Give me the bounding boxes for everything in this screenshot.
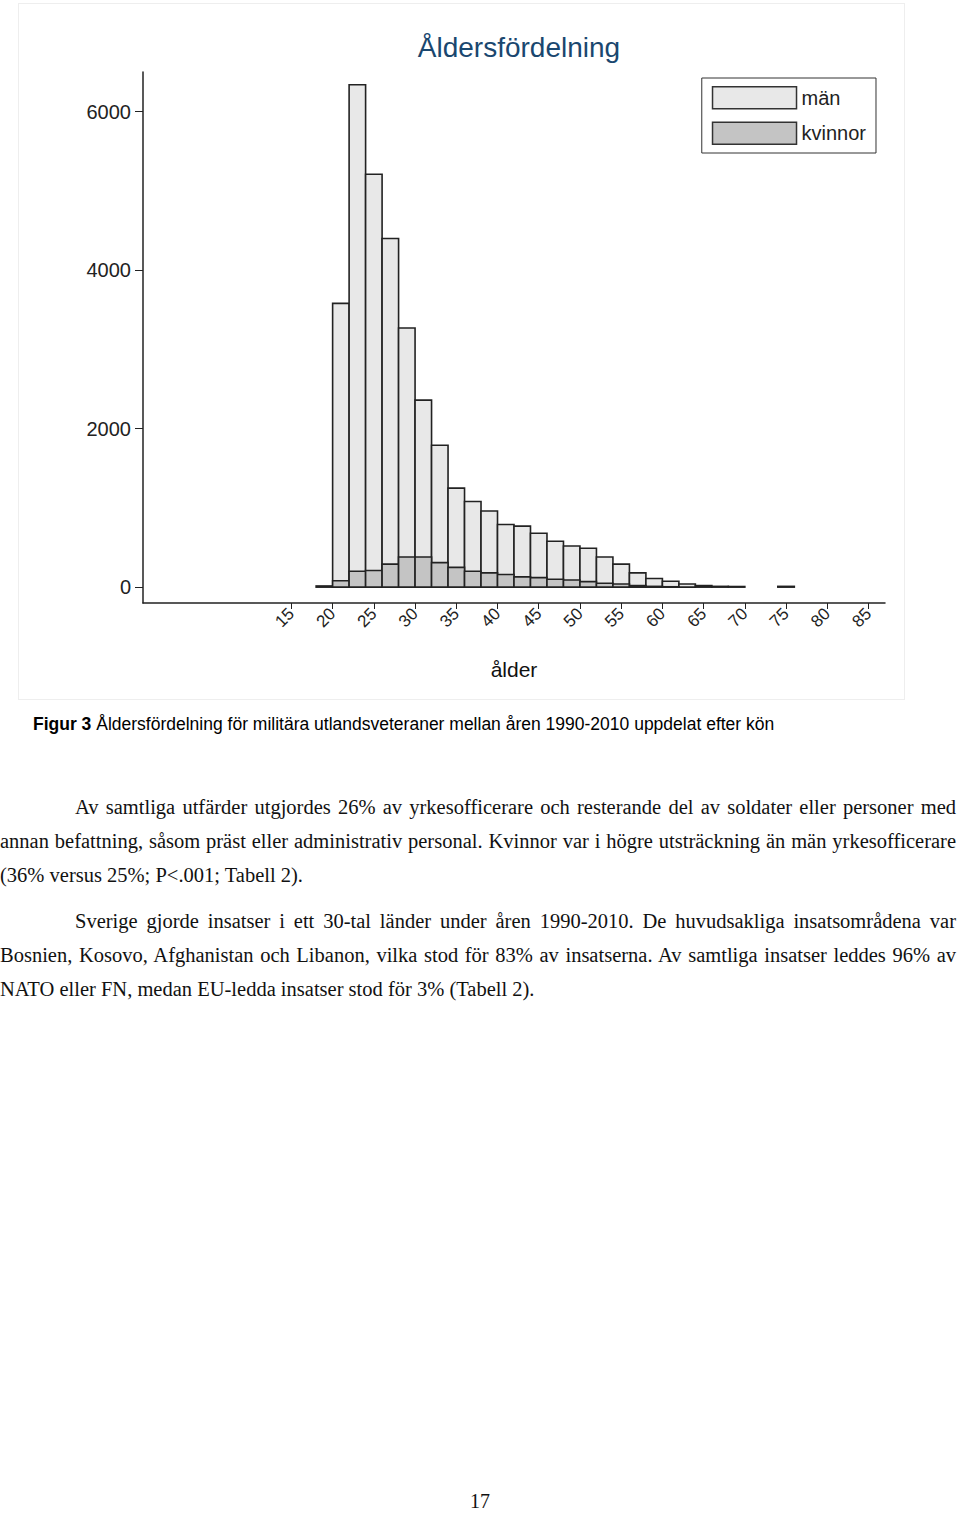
svg-text:80: 80 (807, 604, 834, 631)
svg-text:55: 55 (601, 604, 628, 631)
svg-text:6000: 6000 (87, 101, 132, 123)
svg-text:män: män (802, 87, 841, 109)
svg-text:0: 0 (120, 576, 131, 598)
svg-text:50: 50 (560, 604, 587, 631)
svg-text:15: 15 (271, 604, 298, 631)
svg-text:20: 20 (313, 604, 340, 631)
svg-text:85: 85 (848, 604, 875, 631)
svg-text:4000: 4000 (87, 259, 132, 281)
svg-text:65: 65 (684, 604, 711, 631)
svg-text:2000: 2000 (87, 418, 132, 440)
svg-text:kvinnor: kvinnor (802, 122, 867, 144)
html-text:Sverige gjorde insatser i ett: Sverige gjorde insatser i ett 30-tal län… (0, 910, 956, 1000)
html-text:Figur 3 Åldersfördelning för m: Figur 3 Åldersfördelning för militära ut… (33, 714, 775, 734)
svg-text:75: 75 (766, 604, 793, 631)
svg-text:45: 45 (519, 604, 546, 631)
svg-text:30: 30 (395, 604, 422, 631)
svg-text:40: 40 (477, 604, 504, 631)
svg-text:70: 70 (725, 604, 752, 631)
svg-text:ålder: ålder (491, 658, 538, 681)
svg-text:Åldersfördelning: Åldersfördelning (418, 32, 620, 63)
html-text:Av samtliga utfärder utgjordes: Av samtliga utfärder utgjordes 26% av yr… (0, 796, 956, 886)
svg-text:60: 60 (642, 604, 669, 631)
svg-text:35: 35 (436, 604, 463, 631)
svg-text:25: 25 (354, 604, 381, 631)
html-text:17: 17 (470, 1490, 490, 1512)
